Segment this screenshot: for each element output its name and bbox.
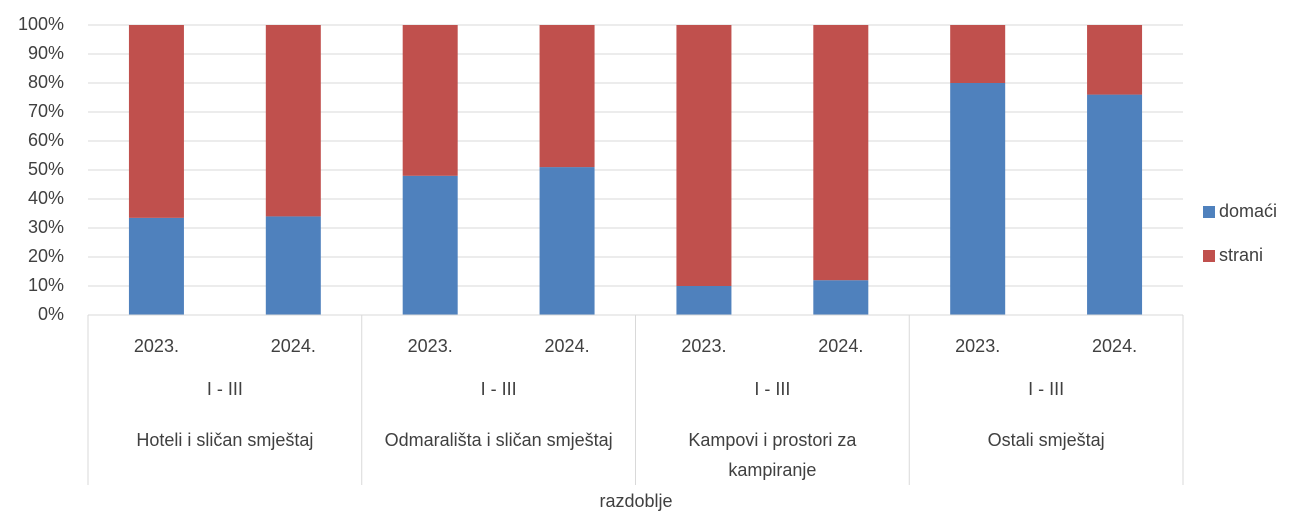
bar-segment <box>128 25 184 218</box>
x-tick-label: 2023. <box>955 336 1000 356</box>
bar-segment <box>676 25 732 286</box>
x-tick-label: 2024. <box>545 336 590 356</box>
y-tick-label: 100% <box>18 14 64 34</box>
x-tick-label: 2023. <box>408 336 453 356</box>
bar-segment <box>539 167 595 315</box>
x-tick-label: 2023. <box>134 336 179 356</box>
bar-segment <box>539 25 595 168</box>
legend-label: strani <box>1219 245 1263 265</box>
legend-swatch <box>1203 206 1215 218</box>
bar-segment <box>950 25 1006 83</box>
y-tick-label: 30% <box>28 217 64 237</box>
bar-segment <box>1087 94 1143 315</box>
period-label: I - III <box>207 379 243 399</box>
y-tick-label: 0% <box>38 304 64 324</box>
bar-segment <box>813 280 869 315</box>
y-tick-label: 10% <box>28 275 64 295</box>
group-label: Ostali smještaj <box>987 430 1105 450</box>
x-tick-label: 2023. <box>681 336 726 356</box>
bar-segment <box>402 175 458 315</box>
period-label: I - III <box>481 379 517 399</box>
y-tick-label: 40% <box>28 188 64 208</box>
period-label: I - III <box>754 379 790 399</box>
group-label: Odmarališta i sličan smještaj <box>384 430 613 450</box>
x-tick-label: 2024. <box>818 336 863 356</box>
bar-segment <box>128 217 184 315</box>
y-tick-label: 60% <box>28 130 64 150</box>
bar-segment <box>402 25 458 176</box>
group-label: Hoteli i sličan smještaj <box>136 430 314 450</box>
period-label: I - III <box>1028 379 1064 399</box>
x-tick-label: 2024. <box>1092 336 1137 356</box>
bar-segment <box>265 216 321 315</box>
x-tick-label: 2024. <box>271 336 316 356</box>
legend-swatch <box>1203 250 1215 262</box>
group-label: Kampovi i prostori za kampiranje <box>688 430 857 480</box>
y-tick-label: 80% <box>28 72 64 92</box>
bar-segment <box>676 286 732 315</box>
bar-segment <box>1087 25 1143 95</box>
y-tick-label: 50% <box>28 159 64 179</box>
y-tick-label: 70% <box>28 101 64 121</box>
bar-segment <box>950 83 1006 315</box>
bar-segment <box>265 25 321 217</box>
y-tick-label: 20% <box>28 246 64 266</box>
legend-label: domaći <box>1219 201 1277 221</box>
bar-segment <box>813 25 869 281</box>
y-tick-label: 90% <box>28 43 64 63</box>
x-axis-label: razdoblje <box>599 491 672 511</box>
